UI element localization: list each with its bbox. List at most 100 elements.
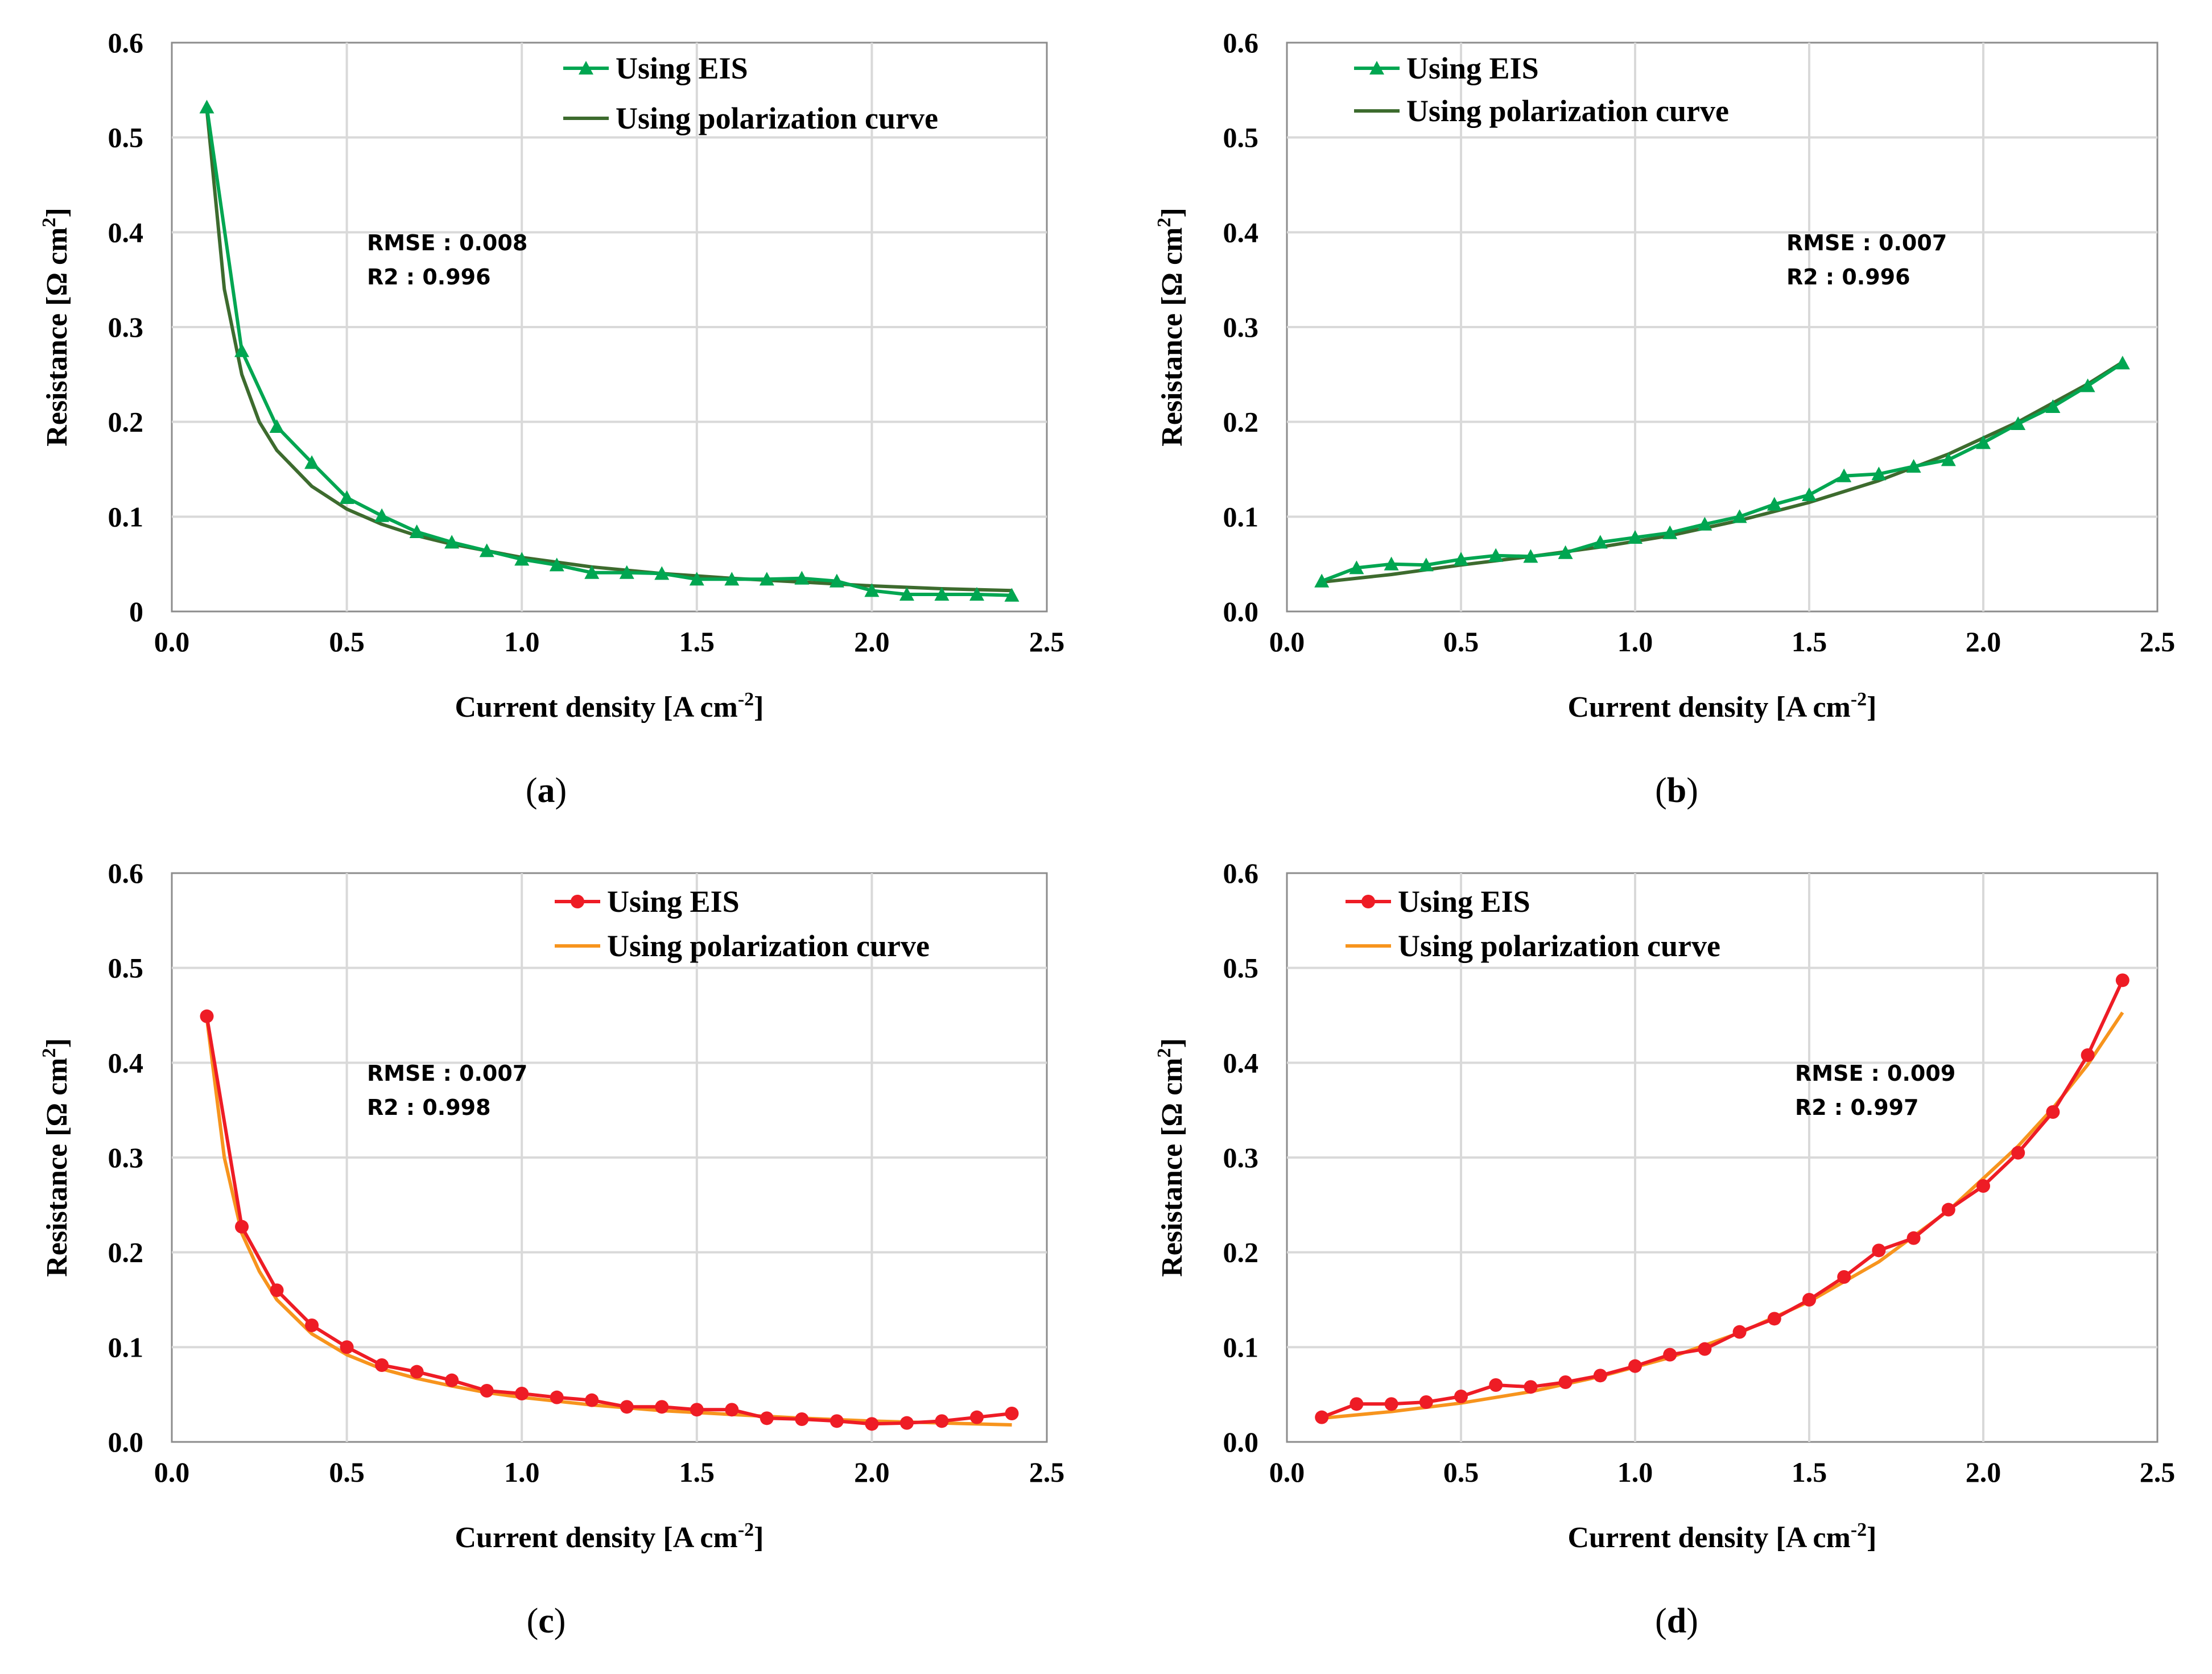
data-point <box>1976 1179 1990 1193</box>
data-point <box>760 1411 774 1425</box>
legend-label: Using EIS <box>1406 51 1539 85</box>
data-point <box>444 535 460 549</box>
data-point <box>1593 1369 1607 1383</box>
data-point <box>794 571 810 585</box>
x-tick-label: 1.0 <box>504 1456 540 1488</box>
x-tick-label: 1.5 <box>1792 626 1827 658</box>
y-tick-label: 0.3 <box>1223 1142 1259 1173</box>
x-tick-label: 1.0 <box>1617 626 1653 658</box>
data-point <box>2081 1048 2095 1062</box>
x-tick-label: 1.0 <box>1617 1456 1653 1488</box>
x-tick-label: 0.5 <box>329 626 365 658</box>
x-tick-label: 1.5 <box>679 626 715 658</box>
data-point <box>1976 435 1991 449</box>
data-point <box>1906 1231 1921 1245</box>
data-point <box>1384 1397 1398 1411</box>
data-point <box>969 587 984 601</box>
x-axis-label: Current density [A cm-2] <box>455 1519 764 1554</box>
x-tick-label: 2.5 <box>2140 1456 2176 1488</box>
x-tick-label: 0.0 <box>1269 1456 1305 1488</box>
y-tick-label: 0.3 <box>1223 311 1259 343</box>
x-axis-label: Current density [A cm-2] <box>1568 689 1877 724</box>
data-point <box>759 572 774 586</box>
data-point <box>549 557 564 572</box>
panel-label: (c) <box>527 1602 566 1640</box>
data-point <box>969 1410 984 1424</box>
y-tick-label: 0.1 <box>108 1331 144 1363</box>
y-tick-label: 0.6 <box>1223 27 1259 59</box>
data-point <box>479 543 494 557</box>
r2-annotation: R2 : 0.998 <box>367 1095 491 1120</box>
y-tick-label: 0.2 <box>108 406 144 438</box>
data-point <box>689 572 704 586</box>
legend-label: Using EIS <box>1398 884 1530 919</box>
data-point <box>1837 1270 1851 1284</box>
data-point <box>1663 1348 1677 1362</box>
data-point <box>1698 1342 1712 1356</box>
y-tick-label: 0 <box>129 596 143 627</box>
data-point <box>375 1358 389 1372</box>
data-point <box>2080 378 2095 392</box>
data-point <box>2011 1146 2025 1160</box>
data-point <box>584 565 600 579</box>
x-axis-label: Current density [A cm-2] <box>1568 1519 1877 1554</box>
data-point <box>234 343 250 357</box>
data-point <box>935 1414 949 1428</box>
data-point <box>1419 1395 1433 1409</box>
data-point <box>235 1220 249 1234</box>
data-point <box>1871 466 1887 481</box>
y-tick-label: 0.3 <box>108 311 144 343</box>
legend-marker <box>1361 895 1375 908</box>
x-tick-label: 2.0 <box>854 1456 890 1488</box>
series-line <box>205 106 1012 597</box>
data-point <box>1350 1397 1364 1411</box>
data-point <box>2046 1105 2060 1119</box>
data-point <box>654 566 670 580</box>
series-line <box>1321 361 2124 583</box>
panel-label: (b) <box>1655 771 1698 810</box>
data-point <box>2011 416 2026 431</box>
data-point <box>865 1417 879 1431</box>
data-point <box>1767 497 1782 511</box>
x-tick-label: 2.5 <box>1029 1456 1065 1488</box>
legend: Using EIS Using polarization curve <box>1346 884 1720 963</box>
x-tick-label: 1.5 <box>679 1456 715 1488</box>
data-point <box>200 1009 214 1023</box>
y-tick-label: 0.0 <box>108 1426 144 1458</box>
legend-marker <box>579 61 593 75</box>
data-point <box>1454 552 1468 566</box>
data-point <box>1628 530 1643 544</box>
panel-label: (d) <box>1655 1602 1698 1640</box>
y-tick-label: 0.2 <box>1223 1237 1259 1268</box>
y-tick-label: 0.5 <box>108 952 144 984</box>
data-point <box>1802 487 1817 502</box>
data-point <box>1314 573 1330 588</box>
data-point <box>2045 399 2061 414</box>
data-point <box>515 1387 529 1400</box>
data-point <box>724 572 740 586</box>
series-eis <box>199 100 1020 602</box>
data-point <box>199 100 214 114</box>
data-point <box>619 565 634 579</box>
x-tick-label: 0.0 <box>154 1456 190 1488</box>
rmse-annotation: RMSE : 0.007 <box>367 1061 527 1086</box>
y-tick-label: 0.3 <box>108 1142 144 1173</box>
data-point <box>1005 1407 1019 1420</box>
y-tick-label: 0.1 <box>1223 1331 1259 1363</box>
data-point <box>690 1403 704 1417</box>
x-tick-label: 0.5 <box>1443 626 1479 658</box>
y-axis-label: Resistance [Ω cm2] <box>39 208 73 447</box>
series-eis <box>1314 356 2130 588</box>
panel-label: (a) <box>526 771 567 810</box>
data-point <box>899 587 914 601</box>
data-point <box>1418 557 1434 572</box>
data-point <box>830 1414 844 1428</box>
y-tick-label: 0.1 <box>108 501 144 532</box>
y-tick-label: 0.2 <box>108 1237 144 1268</box>
x-tick-label: 2.0 <box>854 626 890 658</box>
data-point <box>1906 459 1921 473</box>
y-tick-label: 0.2 <box>1223 406 1259 438</box>
data-point <box>304 455 320 469</box>
legend: Using EIS Using polarization curve <box>555 884 930 963</box>
